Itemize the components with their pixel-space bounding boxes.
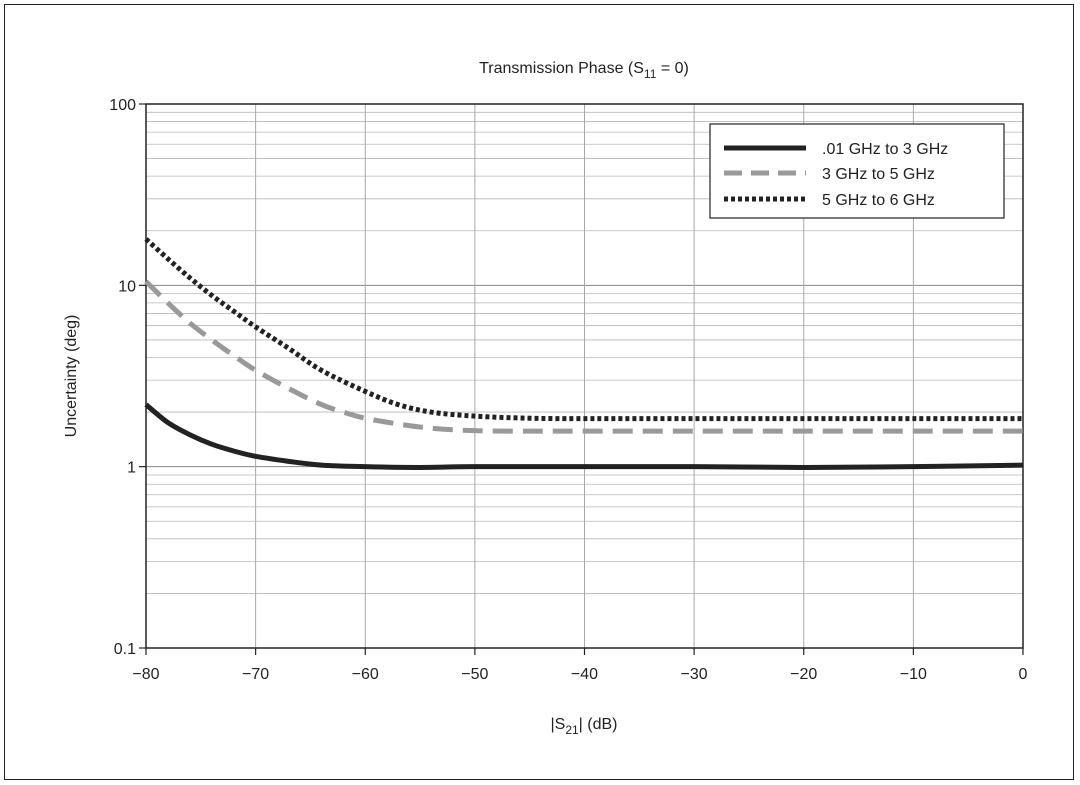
x-tick-label: −20 bbox=[790, 666, 817, 683]
x-tick-label: −30 bbox=[681, 666, 708, 683]
series-line-2 bbox=[144, 279, 1023, 434]
y-tick-label: 10 bbox=[118, 278, 136, 295]
x-axis-title-subscript: 21 bbox=[565, 723, 579, 737]
legend-label-3: 5 GHz to 6 GHz bbox=[822, 192, 935, 209]
chart-title: Transmission Phase (S11 = 0) bbox=[479, 60, 689, 81]
series-layer bbox=[144, 237, 1024, 470]
legend-label-2: 3 GHz to 5 GHz bbox=[822, 166, 935, 183]
x-tick-label: −50 bbox=[461, 666, 488, 683]
figure-frame bbox=[4, 4, 1074, 780]
series-line-3 bbox=[144, 237, 1023, 422]
ticks: −80 −70 −60 −50 −40 −30 −20 −10 0 0.1 1 10 100 bbox=[109, 97, 1027, 683]
y-tick-label: 0.1 bbox=[114, 641, 136, 658]
x-tick-label: −70 bbox=[242, 666, 269, 683]
y-axis-title: Uncertainty (deg) bbox=[63, 315, 80, 438]
legend-label-1: .01 GHz to 3 GHz bbox=[822, 141, 948, 158]
chart-title-subscript: 11 bbox=[644, 67, 657, 81]
x-axis-title: |S21| (dB) bbox=[550, 716, 617, 737]
x-tick-label: −40 bbox=[571, 666, 598, 683]
x-tick-label: 0 bbox=[1019, 666, 1028, 683]
x-tick-label: −80 bbox=[132, 666, 159, 683]
series-line-1 bbox=[144, 402, 1024, 470]
y-tick-label: 1 bbox=[127, 460, 136, 477]
legend: .01 GHz to 3 GHz 3 GHz to 5 GHz 5 GHz to… bbox=[709, 123, 1005, 219]
x-tick-label: −10 bbox=[900, 666, 927, 683]
x-tick-label: −60 bbox=[352, 666, 379, 683]
y-tick-label: 100 bbox=[109, 97, 136, 114]
